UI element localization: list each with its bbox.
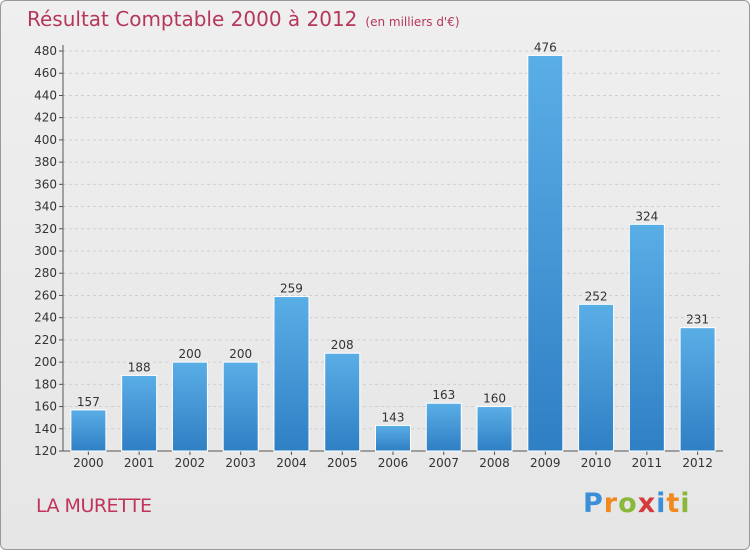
- bar-value-label: 476: [534, 40, 557, 54]
- brand-logo-letter: i: [656, 488, 667, 519]
- bar-value-label: 208: [331, 338, 354, 352]
- brand-logo-letter: r: [603, 488, 619, 519]
- x-tick-label: 2005: [327, 456, 358, 470]
- x-tick-label: 2010: [581, 456, 612, 470]
- bar: [324, 352, 361, 452]
- bar: [222, 361, 259, 452]
- place-name: LA MURETTE: [36, 495, 152, 517]
- x-tick-label: 2011: [632, 456, 663, 470]
- brand-logo-letter: i: [680, 488, 691, 519]
- y-tick-label: 320: [34, 222, 57, 236]
- y-tick-label: 200: [34, 355, 57, 369]
- bar: [578, 303, 615, 452]
- y-tick-label: 400: [34, 133, 57, 147]
- bar-value-label: 157: [77, 395, 100, 409]
- y-tick-label: 340: [34, 200, 57, 214]
- bar-value-label: 143: [382, 410, 405, 424]
- y-tick-label: 300: [34, 244, 57, 258]
- bar: [628, 223, 665, 452]
- bar-value-label: 324: [635, 209, 658, 223]
- brand-logo: Proxiti: [583, 488, 691, 519]
- y-tick-label: 440: [34, 88, 57, 102]
- x-tick-label: 2002: [175, 456, 206, 470]
- y-tick-label: 280: [34, 266, 57, 280]
- y-tick-label: 420: [34, 111, 57, 125]
- bar: [121, 374, 158, 452]
- bar: [171, 361, 208, 452]
- brand-logo-letter: P: [583, 488, 604, 519]
- bar-value-label: 200: [229, 347, 252, 361]
- bar: [679, 327, 716, 452]
- bar: [70, 409, 107, 452]
- bar: [527, 54, 564, 452]
- y-tick-label: 460: [34, 66, 57, 80]
- bar: [273, 296, 310, 452]
- x-tick-label: 2001: [124, 456, 155, 470]
- chart-subtitle: (en milliers d'€): [365, 15, 460, 29]
- bar-value-label: 259: [280, 282, 303, 296]
- bar-value-label: 188: [128, 360, 151, 374]
- bar: [375, 424, 411, 452]
- chart-title-text: Résultat Comptable 2000 à 2012: [27, 7, 358, 31]
- chart-title: Résultat Comptable 2000 à 2012 (en millie…: [27, 7, 460, 31]
- brand-logo-letter: t: [666, 488, 681, 519]
- y-tick-label: 380: [34, 155, 57, 169]
- y-tick-label: 180: [34, 377, 57, 391]
- bar-value-label: 200: [178, 347, 201, 361]
- y-tick-label: 360: [34, 177, 57, 191]
- y-tick-label: 120: [34, 444, 57, 458]
- bar-value-label: 163: [432, 388, 455, 402]
- x-tick-label: 2004: [276, 456, 307, 470]
- y-tick-label: 260: [34, 288, 57, 302]
- y-tick-label: 220: [34, 333, 57, 347]
- x-tick-label: 2006: [378, 456, 409, 470]
- x-tick-label: 2012: [682, 456, 713, 470]
- x-tick-label: 2008: [479, 456, 510, 470]
- brand-logo-letter: x: [637, 488, 657, 519]
- bar-value-label: 231: [686, 313, 709, 327]
- brand-logo-letter: o: [618, 488, 638, 519]
- y-tick-label: 140: [34, 422, 57, 436]
- y-tick-label: 480: [34, 44, 57, 58]
- x-tick-label: 2000: [73, 456, 104, 470]
- y-tick-label: 240: [34, 311, 57, 325]
- bar: [425, 402, 462, 452]
- x-tick-label: 2007: [428, 456, 459, 470]
- x-tick-label: 2009: [530, 456, 561, 470]
- bar-value-label: 160: [483, 392, 506, 406]
- bar-value-label: 252: [585, 289, 608, 303]
- bar: [476, 406, 513, 452]
- x-tick-label: 2003: [225, 456, 256, 470]
- y-tick-label: 160: [34, 400, 57, 414]
